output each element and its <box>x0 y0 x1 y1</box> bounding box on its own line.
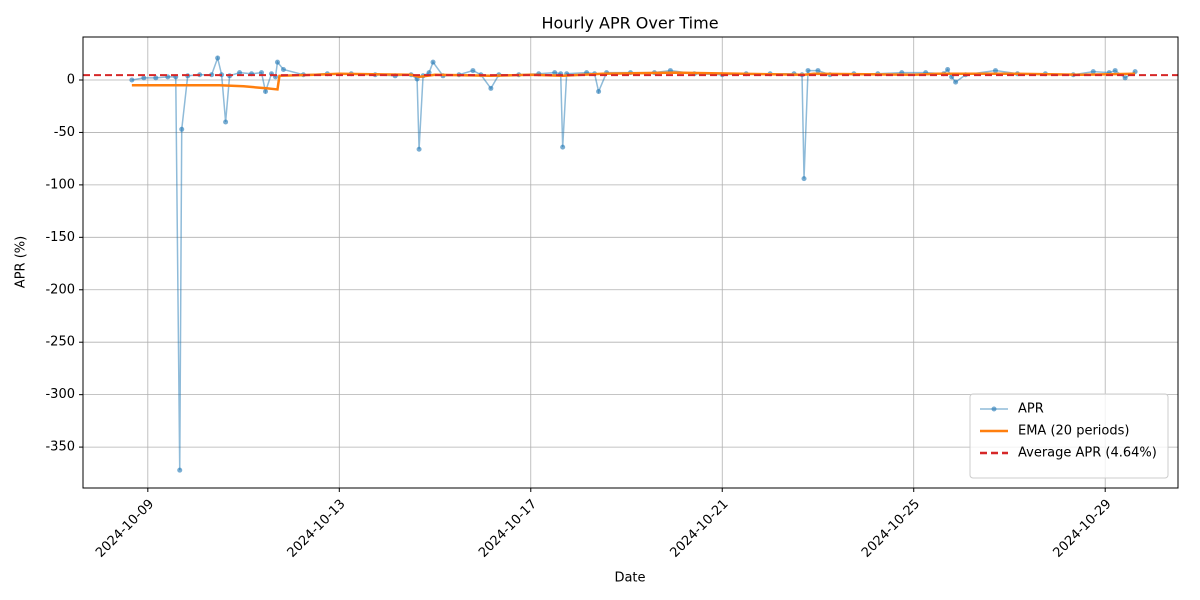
grid <box>83 37 1178 488</box>
data-point <box>237 70 243 76</box>
plot-area <box>83 55 1178 473</box>
y-tick-label: -300 <box>45 387 75 402</box>
data-point <box>560 144 566 150</box>
data-point <box>1122 75 1128 81</box>
data-point <box>274 59 280 65</box>
chart-title: Hourly APR Over Time <box>541 14 718 33</box>
x-axis-label: Date <box>614 571 645 586</box>
data-point <box>470 68 476 74</box>
data-point <box>426 70 432 76</box>
y-tick-label: -100 <box>45 177 75 192</box>
data-point <box>805 68 811 74</box>
data-point <box>259 70 265 76</box>
plot-frame <box>82 36 1179 489</box>
data-point <box>993 68 998 74</box>
data-point <box>430 59 436 65</box>
legend-label: APR <box>1018 402 1044 417</box>
y-tick-label: -250 <box>45 335 75 350</box>
y-axis-label: APR (%) <box>14 236 29 288</box>
data-point <box>223 119 229 125</box>
data-point <box>815 68 821 74</box>
y-tick-label: -200 <box>45 282 75 297</box>
y-tick-label: -50 <box>54 125 75 140</box>
data-point <box>801 176 807 182</box>
legend: APR EMA (20 periods) Average APR (4.64%) <box>969 393 1169 479</box>
data-point <box>177 467 183 473</box>
data-point <box>129 77 135 83</box>
y-tick-label: -150 <box>45 230 75 245</box>
data-point <box>953 79 959 85</box>
data-point <box>1112 68 1118 74</box>
data-point <box>141 75 147 81</box>
data-point <box>552 70 558 76</box>
legend-marker <box>991 406 997 412</box>
data-point <box>416 146 422 152</box>
y-tick-label: 0 <box>67 73 75 88</box>
data-point <box>488 85 494 91</box>
legend-box <box>969 393 1169 479</box>
data-point <box>179 126 185 132</box>
data-point <box>596 89 602 95</box>
legend-label: Average APR (4.64%) <box>1018 446 1157 461</box>
data-point <box>945 67 951 73</box>
data-point <box>215 55 221 61</box>
data-point <box>263 89 268 95</box>
data-point <box>280 67 286 73</box>
y-tick-label: -350 <box>45 440 75 455</box>
data-point <box>1090 69 1096 75</box>
legend-label: EMA (20 periods) <box>1018 424 1129 439</box>
data-point <box>153 75 159 81</box>
